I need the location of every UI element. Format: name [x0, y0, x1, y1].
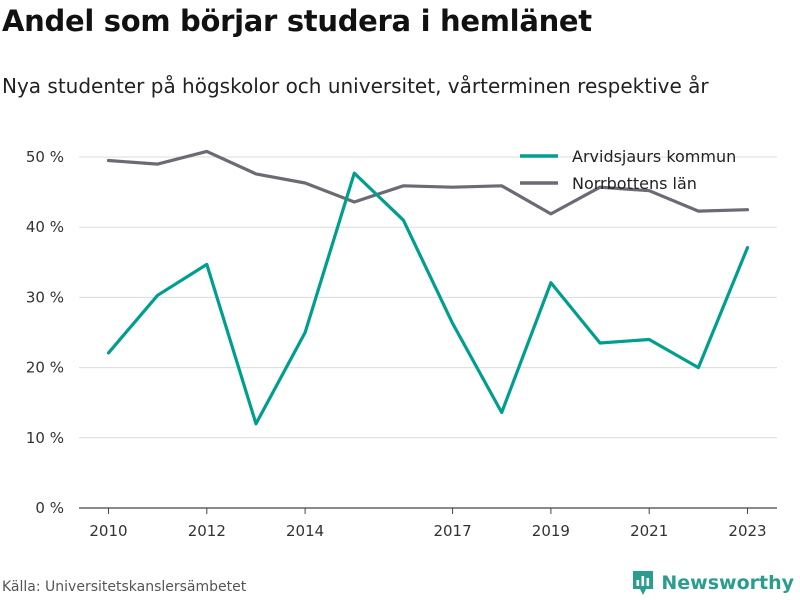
y-tick-label: 20 % [26, 359, 64, 377]
y-axis: 0 % 10 % 20 % 30 % 40 % 50 % [26, 148, 64, 517]
x-tick-label: 2019 [532, 522, 570, 540]
y-tick-label: 30 % [26, 288, 64, 306]
y-tick-label: 40 % [26, 218, 64, 236]
chart-title: Andel som börjar studera i hemlänet [2, 4, 592, 38]
x-tick-label: 2010 [89, 522, 127, 540]
grid-lines [79, 156, 777, 509]
legend-label: Norrbottens län [572, 174, 697, 193]
source-note: Källa: Universitetskanslersämbetet [2, 579, 247, 595]
y-tick-label: 50 % [26, 148, 64, 166]
legend: Arvidsjaurs kommun Norrbottens län [520, 147, 736, 193]
x-tick-label: 2021 [630, 522, 668, 540]
legend-label: Arvidsjaurs kommun [572, 147, 736, 166]
brand-name: Newsworthy [661, 572, 794, 594]
brand-logo[interactable]: Newsworthy [631, 570, 794, 596]
series-line-1 [106, 149, 750, 216]
bar-chart-icon [633, 571, 654, 595]
series-lines [106, 149, 750, 426]
y-tick-label: 10 % [26, 429, 64, 447]
series-line-0 [106, 171, 750, 426]
x-tick-label: 2023 [728, 522, 766, 540]
x-tick-label: 2017 [433, 522, 471, 540]
chart-subtitle: Nya studenter på högskolor och universit… [2, 74, 709, 98]
x-tick-label: 2014 [286, 522, 324, 540]
y-tick-label: 0 % [35, 499, 64, 517]
x-tick-label: 2012 [188, 522, 226, 540]
x-axis: 2010 2012 2014 2017 2019 2021 2023 [89, 508, 767, 540]
